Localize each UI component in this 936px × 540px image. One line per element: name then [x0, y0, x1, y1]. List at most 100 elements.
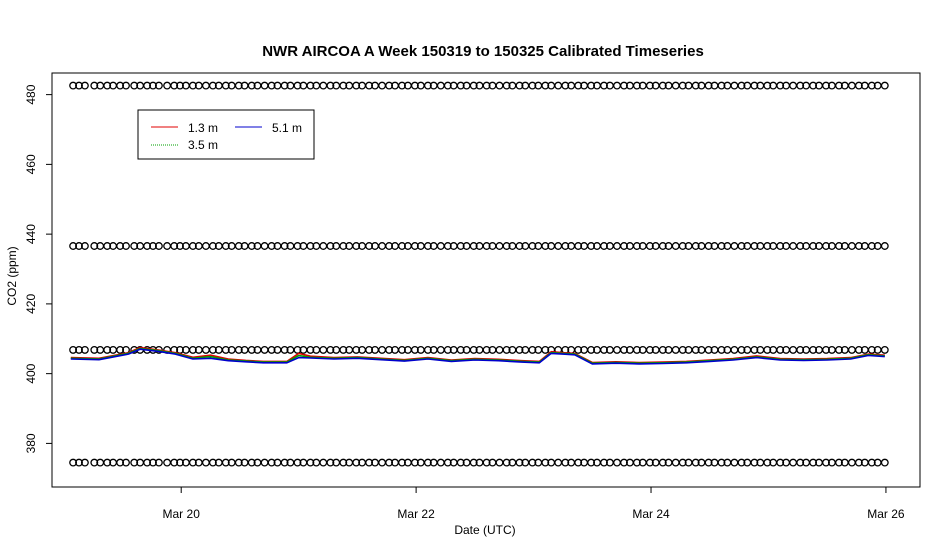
x-axis: Mar 20 Mar 22 Mar 24 Mar 26 — [163, 487, 905, 521]
calibration-point — [717, 345, 726, 354]
calibration-point — [69, 81, 78, 90]
calibration-point — [365, 458, 374, 467]
calibration-point — [717, 458, 726, 467]
y-tick-label: 480 — [24, 84, 38, 104]
calibration-point — [561, 458, 570, 467]
calibration-point — [469, 345, 478, 354]
calibration-point — [645, 345, 654, 354]
calibration-point — [789, 458, 798, 467]
calibration-point — [423, 345, 432, 354]
calibration-point — [443, 242, 452, 250]
calibration-point — [495, 81, 504, 90]
calibration-point — [163, 81, 172, 90]
calibration-point — [737, 81, 746, 90]
calibration-point — [730, 81, 739, 90]
calibration-point — [515, 81, 524, 90]
calibration-point — [678, 458, 687, 467]
calibration-point — [352, 81, 361, 90]
calibration-point — [776, 458, 785, 467]
calibration-point — [854, 242, 863, 250]
calibration-point — [678, 345, 687, 354]
calibration-point — [352, 345, 361, 354]
calibration-point — [456, 242, 465, 250]
calibration-point — [502, 242, 511, 250]
calibration-point — [587, 242, 596, 250]
calibration-point — [176, 458, 184, 467]
calibration-point — [116, 458, 125, 467]
calibration-point — [750, 81, 759, 90]
calibration-point — [730, 458, 739, 467]
calibration-point — [221, 242, 230, 250]
calibration-point — [90, 345, 99, 354]
calibration-point — [704, 81, 713, 90]
x-tick-label: Mar 26 — [867, 507, 905, 521]
calibration-point — [201, 81, 210, 90]
calibration-point — [620, 458, 628, 467]
calibration-point — [170, 242, 179, 250]
y-tick-label: 420 — [24, 294, 38, 314]
calibration-point — [587, 81, 596, 90]
calibration-point — [443, 81, 452, 90]
calibration-point — [352, 458, 361, 467]
calibration-point — [763, 458, 772, 467]
calibration-point — [116, 345, 125, 354]
calibration-point — [339, 345, 348, 354]
calibration-point — [436, 81, 445, 90]
calibration-point — [691, 81, 700, 90]
calibration-point — [326, 458, 335, 467]
calibration-point — [717, 81, 726, 90]
calibration-point — [130, 458, 139, 467]
calibration-point — [528, 81, 537, 90]
calibration-point — [515, 458, 524, 467]
calibration-point — [600, 458, 608, 467]
calibration-point — [385, 81, 394, 90]
calibration-point — [495, 458, 504, 467]
calibration-point — [170, 458, 179, 467]
calibration-point — [154, 242, 163, 250]
calibration-point — [90, 242, 99, 250]
calibration-point — [247, 81, 256, 90]
calibration-point — [789, 81, 798, 90]
calibration-point — [658, 242, 667, 250]
calibration-point — [260, 458, 269, 467]
calibration-point — [750, 458, 759, 467]
calibration-point — [208, 345, 217, 354]
calibration-point — [116, 81, 125, 90]
calibration-point — [443, 458, 452, 467]
calibration-point — [600, 81, 608, 90]
calibration-point — [176, 81, 184, 90]
calibration-point — [730, 345, 739, 354]
calibration-point — [143, 81, 152, 90]
calibration-point — [154, 81, 163, 90]
calibration-point — [280, 242, 289, 250]
calibration-point — [69, 242, 78, 250]
calibration-point — [221, 458, 230, 467]
calibration-point — [201, 242, 210, 250]
calibration-point — [854, 458, 863, 467]
calibration-point — [90, 458, 99, 467]
calibration-point — [867, 458, 876, 467]
calibration-point — [188, 458, 197, 467]
calibration-point — [613, 458, 621, 467]
calibration-point — [149, 458, 157, 467]
calibration-point — [574, 345, 583, 354]
calibration-point — [398, 345, 406, 354]
calibration-point — [293, 242, 302, 250]
calibration-point — [528, 458, 537, 467]
calibration-point — [691, 345, 700, 354]
calibration-point — [247, 458, 256, 467]
legend-label-3-5m: 3.5 m — [188, 138, 218, 152]
calibration-point — [789, 345, 798, 354]
calibration-point — [737, 458, 746, 467]
calibration-point — [880, 458, 889, 467]
calibration-point — [378, 242, 387, 250]
calibration-point — [620, 242, 628, 250]
calibration-point — [410, 81, 419, 90]
calibration-point — [398, 81, 406, 90]
calibration-point — [378, 345, 387, 354]
calibration-point — [632, 242, 641, 250]
calibration-point — [339, 81, 348, 90]
calibration-point — [554, 81, 563, 90]
calibration-point — [80, 81, 89, 90]
calibration-point — [247, 242, 256, 250]
